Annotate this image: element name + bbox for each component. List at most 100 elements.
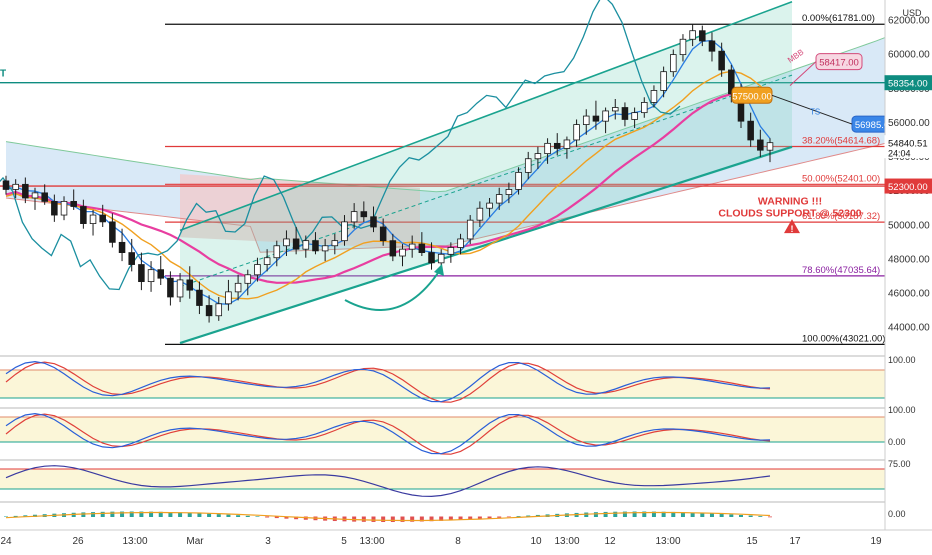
osc-red-line [5,413,771,455]
macd-histogram-bar [768,516,772,518]
macd-histogram-bar [516,516,521,517]
time-tick-label: 8 [455,536,461,547]
panel-tick-label: 0.00 [888,509,906,519]
candle-body [331,240,339,247]
candle-body [321,245,329,252]
macd-histogram-bar [526,515,531,517]
time-tick-label: 13:00 [655,536,680,547]
macd-histogram-bar [197,513,202,517]
callout-leader [771,94,853,125]
price-tick-label: 46000.00 [888,289,930,300]
macd-histogram-bar [758,516,763,517]
candle-body [292,238,300,250]
candle-body [41,192,48,202]
candle-body [699,30,706,42]
macd-histogram-bar [158,511,163,517]
candle-body [205,305,213,317]
macd-signal-line [5,511,771,522]
panel-tick-label: 100.00 [888,405,916,415]
time-tick-label: 5 [341,536,347,547]
macd-histogram-bar [487,516,492,519]
candle-body [447,247,455,255]
osc-red-line [5,361,771,403]
candle-body [138,264,145,283]
ma-pink-line [5,91,771,284]
candlestick-series [2,24,774,323]
time-tick-label: 12 [604,536,616,547]
candle-body [147,269,155,283]
candle-body [757,139,764,151]
macd-histogram-bar [381,516,386,522]
price-badge [884,178,932,194]
candle-body [766,142,774,151]
macd-histogram-bar [642,511,647,517]
time-axis-bg [0,530,932,550]
price-tick-label: 48000.00 [888,254,930,265]
warning-icon [784,219,800,234]
candle-body [350,211,358,223]
macd-histogram-bar [419,516,424,522]
callout-56985-text: 56985.0 [855,120,889,131]
candle-body [641,102,648,114]
macd-histogram-bar [371,516,376,522]
candle-body [302,240,310,250]
macd-histogram-bar [284,516,289,519]
macd-histogram-bar [613,511,618,517]
macd-histogram-bar [506,516,511,518]
osc-blue-line [5,412,771,455]
panel-tick-label: 100.00 [888,355,916,365]
price-badge [884,75,932,91]
macd-histogram-bar [632,511,637,517]
candle-body [215,303,223,317]
time-tick-label: 3 [265,536,271,547]
candle-body [80,206,87,224]
candle-body [660,71,667,91]
price-tick-label: 50000.00 [888,220,930,231]
macd-histogram-bar [187,512,192,517]
price-badge-text: 58354.00 [888,79,928,90]
candle-body [89,214,97,224]
candle-body [428,252,435,264]
ma-orange-line [5,70,771,300]
left-line-label: T [0,69,6,80]
candle-body [118,241,126,253]
candle-body [708,40,716,52]
macd-histogram-bar [390,516,395,522]
candle-body [631,112,638,120]
candle-body [495,194,503,204]
time-tick-label: 26 [72,536,84,547]
macd-histogram-bar [245,515,250,517]
macd-histogram-bar [690,512,695,517]
candle-body [12,183,19,190]
candle-body [515,171,522,190]
callout-57500-text: 57500.00 [732,91,772,102]
candle-body [602,110,609,122]
candle-body [582,115,590,125]
candle-body [408,243,416,250]
macd-histogram-bar [294,516,299,520]
price-tick-label: 60000.00 [888,50,930,61]
time-tick-label: 24 [0,536,12,547]
currency-label: USD [902,8,922,18]
candle-body [273,245,281,259]
fib-label: 100.00%(43021.00) [802,333,885,344]
macd-histogram-bar [700,512,705,517]
macd-histogram-bar [400,516,405,522]
macd-histogram-bar [651,511,656,517]
macd-histogram-bar [729,514,734,517]
rsi-line [5,465,771,498]
macd-histogram-bar [178,512,183,517]
ts-label: TS [810,107,820,116]
fib-label: 61.80%(50187.32) [802,211,880,222]
candle-body [544,142,551,155]
macd-histogram-bar [216,514,221,517]
time-tick-label: 15 [746,536,758,547]
time-tick-label: 13:00 [122,536,147,547]
candle-body [476,207,484,221]
price-axis-bg [885,0,932,550]
candle-body [254,264,261,276]
time-tick-label: Mar [186,536,204,547]
